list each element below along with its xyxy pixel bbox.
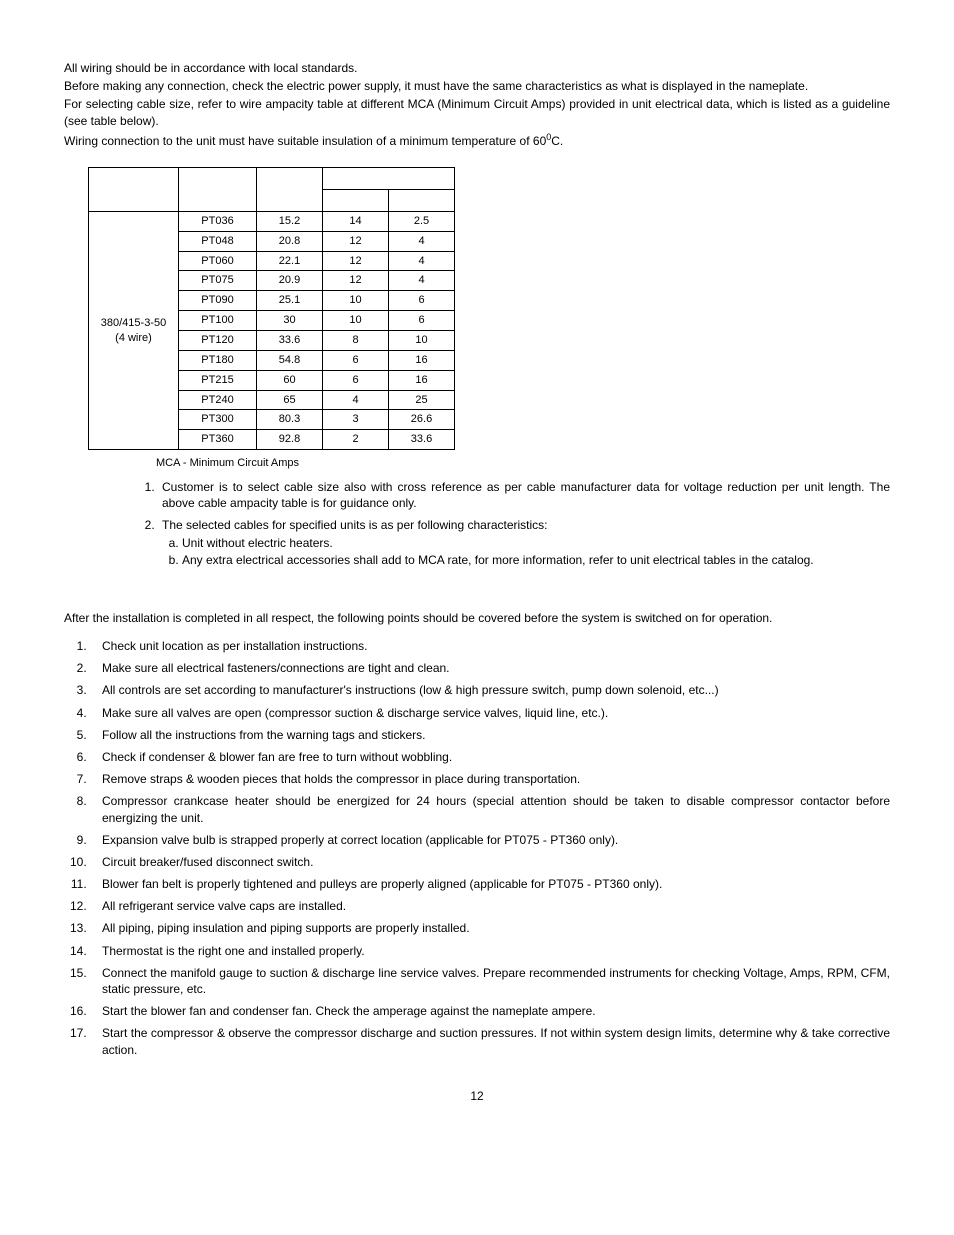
cell-model: PT215	[179, 370, 257, 390]
th-power-supply	[89, 167, 179, 211]
cell-model: PT100	[179, 311, 257, 331]
checklist-item: Connect the manifold gauge to suction & …	[90, 965, 890, 997]
cell-mm2: 6	[389, 291, 455, 311]
intro-p1: All wiring should be in accordance with …	[64, 60, 890, 76]
cell-mm2: 6	[389, 311, 455, 331]
cell-mca: 20.8	[257, 231, 323, 251]
th-mm2	[389, 189, 455, 211]
checklist-item: Circuit breaker/fused disconnect switch.	[90, 854, 890, 870]
cell-mca: 54.8	[257, 350, 323, 370]
checklist-item: All refrigerant service valve caps are i…	[90, 898, 890, 914]
note-2: The selected cables for specified units …	[158, 517, 890, 568]
cell-awg: 3	[323, 410, 389, 430]
cell-model: PT060	[179, 251, 257, 271]
cell-mca: 25.1	[257, 291, 323, 311]
checklist-item: All piping, piping insulation and piping…	[90, 920, 890, 936]
cell-mm2: 4	[389, 271, 455, 291]
checklist-item: Check if condenser & blower fan are free…	[90, 749, 890, 765]
cell-model: PT048	[179, 231, 257, 251]
intro-p3: For selecting cable size, refer to wire …	[64, 96, 890, 128]
cell-mca: 33.6	[257, 331, 323, 351]
intro-p4: Wiring connection to the unit must have …	[64, 131, 890, 149]
mca-abbrev-note: MCA - Minimum Circuit Amps	[156, 456, 890, 471]
checklist-item: Check unit location as per installation …	[90, 638, 890, 654]
cell-mca: 60	[257, 370, 323, 390]
cell-mca: 65	[257, 390, 323, 410]
table-notes-list: Customer is to select cable size also wi…	[140, 479, 890, 568]
checklist-item: Expansion valve bulb is strapped properl…	[90, 832, 890, 848]
cell-model: PT180	[179, 350, 257, 370]
checklist-item: All controls are set according to manufa…	[90, 682, 890, 698]
page-number: 12	[64, 1088, 890, 1104]
note-2-sublist: Unit without electric heaters. Any extra…	[162, 535, 890, 567]
cell-model: PT090	[179, 291, 257, 311]
th-model	[179, 167, 257, 211]
checklist-item: Start the blower fan and condenser fan. …	[90, 1003, 890, 1019]
th-wire-size	[323, 167, 455, 189]
cell-mm2: 26.6	[389, 410, 455, 430]
checklist-item: Blower fan belt is properly tightened an…	[90, 876, 890, 892]
intro-section: All wiring should be in accordance with …	[64, 60, 890, 149]
cell-mca: 20.9	[257, 271, 323, 291]
cell-mm2: 33.6	[389, 430, 455, 450]
cell-awg: 14	[323, 211, 389, 231]
cell-awg: 6	[323, 370, 389, 390]
th-awg	[323, 189, 389, 211]
intro-p2: Before making any connection, check the …	[64, 78, 890, 94]
checklist-item: Start the compressor & observe the compr…	[90, 1025, 890, 1057]
checklist-item: Make sure all electrical fasteners/conne…	[90, 660, 890, 676]
cell-mca: 15.2	[257, 211, 323, 231]
checklist-item: Thermostat is the right one and installe…	[90, 943, 890, 959]
cell-model: PT300	[179, 410, 257, 430]
cell-awg: 10	[323, 291, 389, 311]
cell-mm2: 2.5	[389, 211, 455, 231]
th-mca	[257, 167, 323, 211]
power-supply-sub: (4 wire)	[97, 331, 170, 346]
power-supply-label: 380/415-3-50	[97, 316, 170, 331]
note-2b: Any extra electrical accessories shall a…	[182, 552, 890, 568]
checklist-item: Compressor crankcase heater should be en…	[90, 793, 890, 825]
table-row: 380/415-3-50(4 wire)PT03615.2142.5	[89, 211, 455, 231]
intro-p4-b: C.	[551, 134, 563, 148]
cell-awg: 6	[323, 350, 389, 370]
cell-awg: 2	[323, 430, 389, 450]
cell-mca: 80.3	[257, 410, 323, 430]
cell-awg: 4	[323, 390, 389, 410]
pre-start-checklist: Check unit location as per installation …	[64, 638, 890, 1058]
wire-ampacity-table: 380/415-3-50(4 wire)PT03615.2142.5PT0482…	[88, 167, 455, 450]
note-2a: Unit without electric heaters.	[182, 535, 890, 551]
cell-mm2: 25	[389, 390, 455, 410]
cell-mm2: 4	[389, 251, 455, 271]
checklist-item: Follow all the instructions from the war…	[90, 727, 890, 743]
cell-mca: 30	[257, 311, 323, 331]
cell-model: PT120	[179, 331, 257, 351]
cell-mca: 22.1	[257, 251, 323, 271]
cell-awg: 12	[323, 271, 389, 291]
cell-mm2: 16	[389, 350, 455, 370]
cell-mm2: 4	[389, 231, 455, 251]
after-install-intro: After the installation is completed in a…	[64, 610, 890, 626]
cell-awg: 12	[323, 251, 389, 271]
note-1: Customer is to select cable size also wi…	[158, 479, 890, 511]
cell-model: PT240	[179, 390, 257, 410]
cell-awg: 12	[323, 231, 389, 251]
checklist-item: Make sure all valves are open (compresso…	[90, 705, 890, 721]
intro-p4-a: Wiring connection to the unit must have …	[64, 134, 546, 148]
cell-awg: 8	[323, 331, 389, 351]
checklist-item: Remove straps & wooden pieces that holds…	[90, 771, 890, 787]
cell-mm2: 16	[389, 370, 455, 390]
cell-power-supply: 380/415-3-50(4 wire)	[89, 211, 179, 449]
cell-awg: 10	[323, 311, 389, 331]
cell-model: PT036	[179, 211, 257, 231]
cell-mm2: 10	[389, 331, 455, 351]
cell-model: PT075	[179, 271, 257, 291]
cell-model: PT360	[179, 430, 257, 450]
cell-mca: 92.8	[257, 430, 323, 450]
note-2-text: The selected cables for specified units …	[162, 518, 548, 532]
